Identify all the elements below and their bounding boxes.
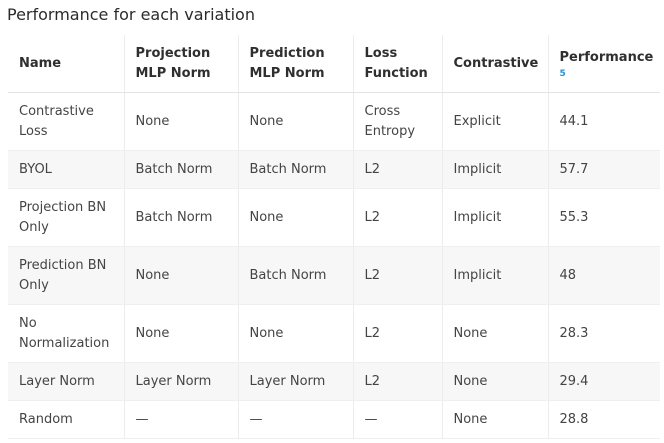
table-row: No Normalization None None L2 None 28.3	[8, 304, 660, 363]
cell-contrastive: Implicit	[441, 188, 548, 247]
header-performance-label: Performance	[559, 49, 654, 65]
cell-prediction-norm: Batch Norm	[237, 150, 353, 189]
table-row: Random — — — None 28.8	[8, 400, 660, 439]
cell-loss-function: L2	[352, 150, 442, 189]
cell-prediction-norm: None	[237, 92, 353, 151]
table-row: Contrastive Loss None None Cross Entropy…	[8, 92, 660, 151]
cell-projection-norm: None	[123, 246, 238, 305]
cell-contrastive: None	[441, 400, 548, 439]
cell-projection-norm: Layer Norm	[123, 362, 238, 401]
cell-contrastive: Explicit	[441, 92, 548, 151]
cell-contrastive: None	[441, 362, 548, 401]
cell-prediction-norm: —	[237, 400, 353, 439]
header-contrastive: Contrastive	[441, 35, 548, 93]
cell-loss-function: L2	[352, 246, 442, 305]
table-row: BYOL Batch Norm Batch Norm L2 Implicit 5…	[8, 150, 660, 189]
header-prediction-mlp-norm: Prediction MLP Norm	[237, 35, 353, 93]
cell-projection-norm: Batch Norm	[123, 188, 238, 247]
cell-performance: 55.3	[547, 188, 660, 247]
header-performance: Performance 5	[547, 35, 660, 93]
cell-contrastive: Implicit	[441, 150, 548, 189]
table-row: Prediction BN Only None Batch Norm L2 Im…	[8, 246, 660, 305]
cell-projection-norm: None	[123, 92, 238, 151]
cell-performance: 28.8	[547, 400, 660, 439]
table-title: Performance for each variation	[7, 5, 255, 24]
cell-performance: 57.7	[547, 150, 660, 189]
header-row: Name Projection MLP Norm Prediction MLP …	[8, 35, 660, 93]
cell-name: BYOL	[8, 150, 124, 189]
cell-performance: 29.4	[547, 362, 660, 401]
cell-name: Prediction BN Only	[8, 246, 124, 305]
cell-loss-function: L2	[352, 362, 442, 401]
header-projection-mlp-norm: Projection MLP Norm	[123, 35, 238, 93]
table-row: Layer Norm Layer Norm Layer Norm L2 None…	[8, 362, 660, 401]
cell-performance: 44.1	[547, 92, 660, 151]
cell-prediction-norm: Layer Norm	[237, 362, 353, 401]
cell-name: Layer Norm	[8, 362, 124, 401]
cell-name: Projection BN Only	[8, 188, 124, 247]
header-loss-function: Loss Function	[352, 35, 442, 93]
header-name: Name	[8, 35, 124, 93]
cell-name: No Normalization	[8, 304, 124, 363]
table-row: Projection BN Only Batch Norm None L2 Im…	[8, 188, 660, 247]
cell-loss-function: L2	[352, 304, 442, 363]
cell-loss-function: Cross Entropy	[352, 92, 442, 151]
cell-prediction-norm: None	[237, 304, 353, 363]
cell-loss-function: L2	[352, 188, 442, 247]
cell-performance: 48	[547, 246, 660, 305]
cell-contrastive: Implicit	[441, 246, 548, 305]
cell-prediction-norm: None	[237, 188, 353, 247]
cell-name: Contrastive Loss	[8, 92, 124, 151]
cell-projection-norm: None	[123, 304, 238, 363]
cell-performance: 28.3	[547, 304, 660, 363]
cell-contrastive: None	[441, 304, 548, 363]
cell-loss-function: —	[352, 400, 442, 439]
cell-name: Random	[8, 400, 124, 439]
footnote-link[interactable]: 5	[559, 68, 566, 79]
cell-prediction-norm: Batch Norm	[237, 246, 353, 305]
cell-projection-norm: Batch Norm	[123, 150, 238, 189]
performance-table: Name Projection MLP Norm Prediction MLP …	[8, 35, 660, 439]
cell-projection-norm: —	[123, 400, 238, 439]
